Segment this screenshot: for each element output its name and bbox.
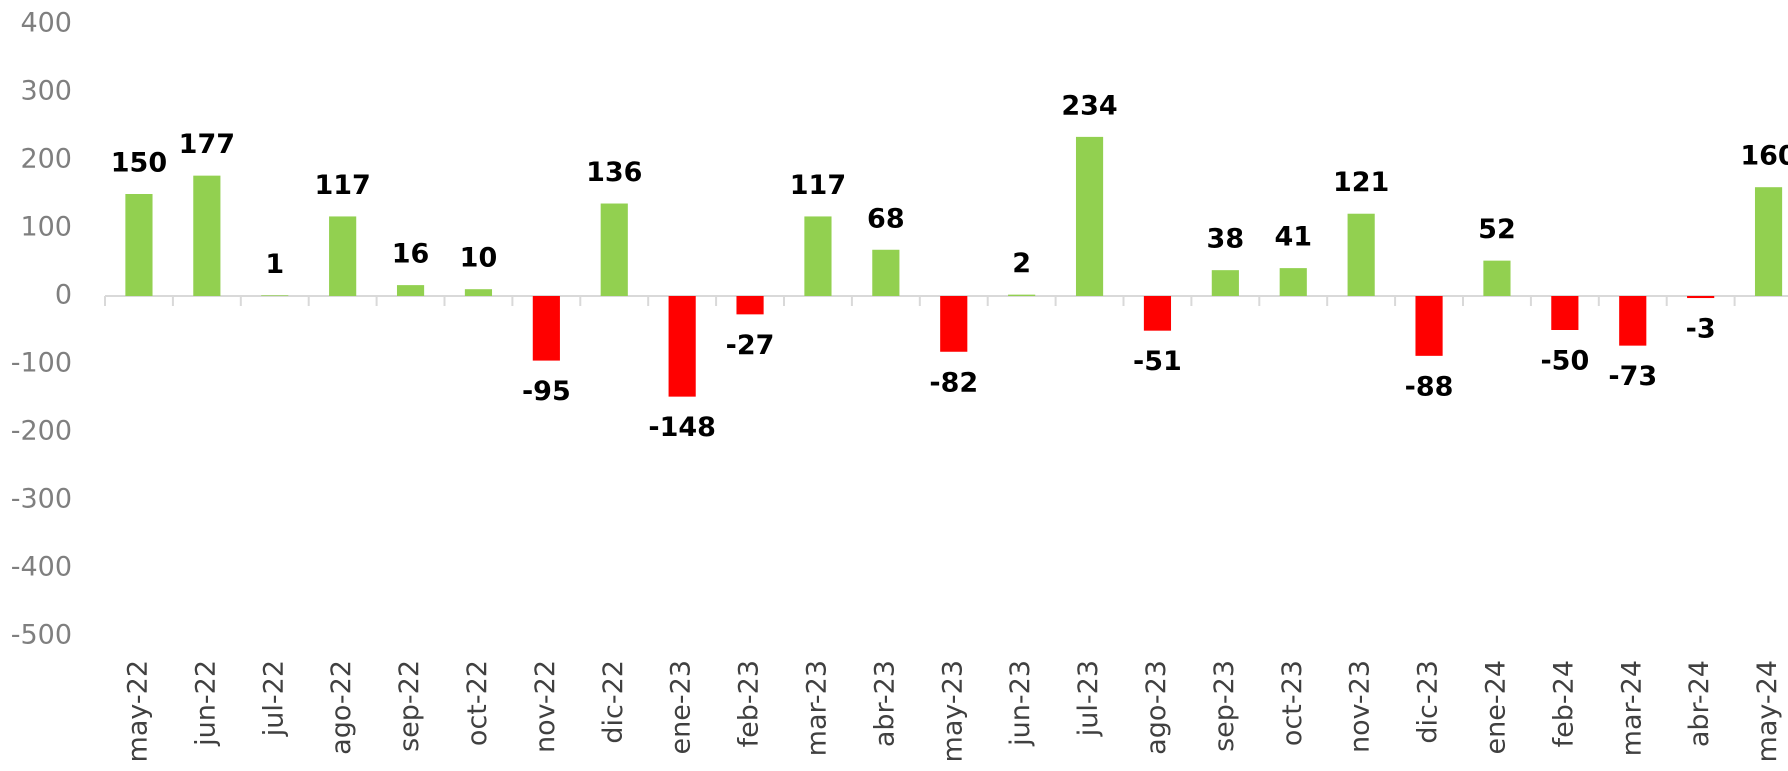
bar bbox=[600, 203, 628, 296]
data-label: -148 bbox=[648, 412, 716, 443]
y-tick-label: -300 bbox=[11, 484, 72, 515]
bar bbox=[1483, 260, 1511, 296]
data-label: 10 bbox=[460, 243, 498, 274]
x-tick-label: jul-22 bbox=[258, 660, 289, 737]
x-tick-label: jun-23 bbox=[1005, 660, 1036, 747]
x-tick-label: jun-22 bbox=[190, 660, 221, 747]
y-tick-label: 400 bbox=[20, 8, 72, 39]
data-label: 177 bbox=[179, 129, 235, 160]
data-label: 1 bbox=[265, 249, 284, 280]
data-label: -3 bbox=[1686, 314, 1716, 345]
data-label: 121 bbox=[1333, 167, 1389, 198]
x-tick-label: sep-22 bbox=[394, 660, 425, 752]
data-label: 136 bbox=[586, 157, 642, 188]
data-label: 52 bbox=[1478, 214, 1516, 245]
data-label: 16 bbox=[392, 239, 430, 270]
y-tick-label: -200 bbox=[11, 416, 72, 447]
bar bbox=[1754, 187, 1783, 296]
bar bbox=[940, 296, 968, 352]
data-label: 150 bbox=[111, 148, 167, 179]
data-label: 117 bbox=[314, 170, 370, 201]
x-tick-label: abr-24 bbox=[1684, 660, 1715, 747]
x-tick-label: nov-22 bbox=[530, 660, 561, 753]
x-tick-label: ene-24 bbox=[1480, 660, 1511, 754]
x-tick-label: mar-23 bbox=[801, 660, 832, 756]
bar bbox=[1143, 296, 1172, 331]
x-tick-label: may-22 bbox=[122, 660, 153, 762]
bar bbox=[532, 296, 560, 361]
x-tick-label: nov-23 bbox=[1345, 660, 1376, 753]
data-label: 38 bbox=[1207, 224, 1245, 255]
x-tick-label: abr-23 bbox=[869, 660, 900, 747]
x-tick-label: mar-24 bbox=[1616, 660, 1647, 756]
bar bbox=[1415, 296, 1443, 356]
bar bbox=[1347, 213, 1375, 296]
bar bbox=[668, 296, 696, 397]
data-label: -82 bbox=[929, 367, 978, 398]
bar bbox=[736, 296, 764, 315]
x-tick-label: may-24 bbox=[1752, 660, 1783, 762]
y-tick-label: 100 bbox=[20, 212, 72, 243]
data-label: 160 bbox=[1740, 141, 1788, 172]
data-label: -50 bbox=[1540, 346, 1589, 377]
x-tick-label: ago-23 bbox=[1141, 660, 1172, 755]
x-tick-label: oct-22 bbox=[462, 660, 493, 746]
x-tick-label: dic-23 bbox=[1413, 660, 1444, 744]
x-tick-label: ago-22 bbox=[326, 660, 357, 755]
data-label: 234 bbox=[1061, 90, 1117, 121]
bar bbox=[1279, 268, 1307, 296]
bar bbox=[872, 249, 900, 296]
bar bbox=[1687, 296, 1715, 299]
bar bbox=[1075, 136, 1104, 296]
data-label: 117 bbox=[790, 170, 846, 201]
data-label: -51 bbox=[1133, 346, 1182, 377]
y-tick-label: 300 bbox=[20, 76, 72, 107]
x-tick-label: dic-22 bbox=[598, 660, 629, 744]
bar bbox=[329, 216, 357, 296]
x-tick-label: oct-23 bbox=[1277, 660, 1308, 746]
bar bbox=[261, 295, 289, 296]
bar bbox=[1551, 296, 1579, 330]
bar bbox=[125, 194, 153, 296]
y-tick-label: 0 bbox=[55, 280, 72, 311]
y-tick-label: -100 bbox=[11, 348, 72, 379]
x-tick-label: ene-23 bbox=[666, 660, 697, 754]
data-label: -88 bbox=[1405, 371, 1454, 402]
x-tick-label: sep-23 bbox=[1209, 660, 1240, 752]
x-tick-label: may-23 bbox=[937, 660, 968, 762]
x-tick-label: feb-24 bbox=[1548, 660, 1579, 747]
x-tick-label: feb-23 bbox=[734, 660, 765, 747]
x-tick-label: jul-23 bbox=[1073, 660, 1104, 737]
bar bbox=[193, 175, 221, 296]
bar bbox=[1211, 270, 1239, 296]
y-tick-label: 200 bbox=[20, 144, 72, 175]
y-tick-label: -500 bbox=[11, 620, 72, 651]
bar bbox=[1619, 296, 1647, 346]
bar bbox=[396, 285, 425, 296]
data-label: -27 bbox=[726, 330, 775, 361]
bar bbox=[804, 216, 832, 296]
data-label: -95 bbox=[522, 376, 571, 407]
data-label: -73 bbox=[1608, 361, 1657, 392]
data-label: 2 bbox=[1012, 248, 1031, 279]
data-label: 68 bbox=[867, 203, 905, 234]
data-label: 41 bbox=[1274, 222, 1312, 253]
bar bbox=[1008, 294, 1036, 296]
y-tick-label: -400 bbox=[11, 552, 72, 583]
bar bbox=[464, 289, 493, 296]
